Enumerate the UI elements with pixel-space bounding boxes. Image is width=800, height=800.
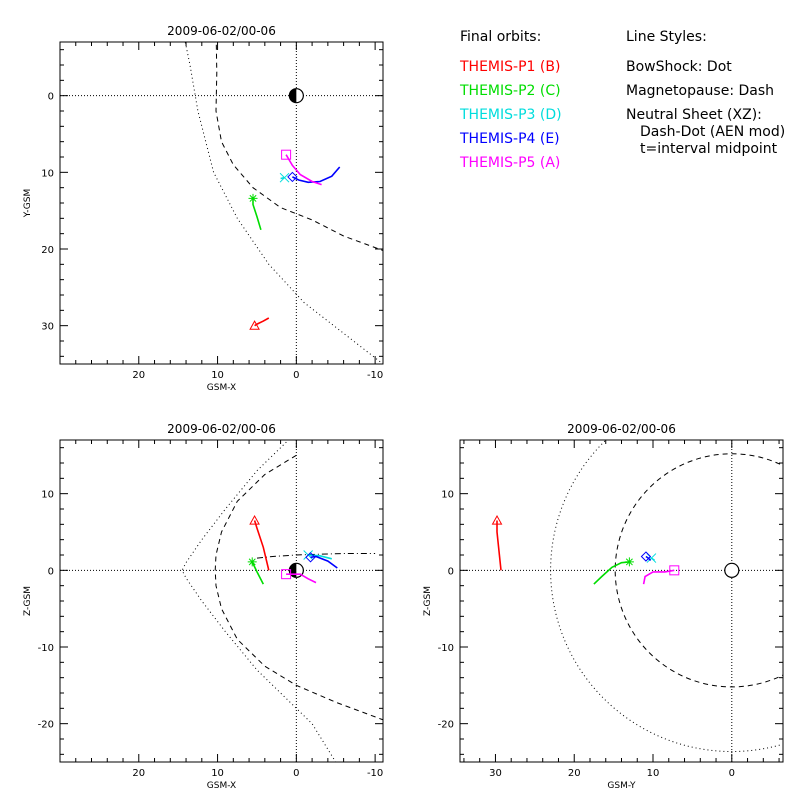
- xy-orbits: [248, 149, 341, 330]
- yz-ticks: [460, 440, 783, 762]
- xy-boundaries: [184, 42, 383, 364]
- yz-ytick-label: 0: [448, 566, 454, 577]
- xy-title: 2009-06-02/00-06: [167, 24, 276, 38]
- xz-orbits: [247, 514, 338, 585]
- yz-earth-icon: [724, 562, 740, 578]
- yz-orbit-p5-marker: [669, 565, 680, 576]
- xz-boundary-magnetopause: [214, 454, 383, 721]
- xy-xtick-label: 10: [211, 370, 224, 381]
- xz-xtick-label: 10: [211, 768, 224, 779]
- xz-orbit-p3: [308, 554, 332, 560]
- xy-ytick-label: 10: [41, 168, 54, 179]
- xy-xtick-label: -10: [367, 370, 383, 381]
- yz-frame: [459, 439, 784, 763]
- yz-xtick-label: 0: [729, 768, 735, 779]
- yz-ylabel: Z-GSM: [423, 586, 433, 616]
- xz-boundaries: [181, 440, 383, 762]
- xz-ylabel: Z-GSM: [23, 586, 33, 616]
- xz-orbit-p2-marker: [247, 557, 257, 567]
- xy-boundary-magnetopause: [215, 42, 383, 251]
- yz-title: 2009-06-02/00-06: [567, 422, 676, 436]
- xz-ytick-label: -20: [38, 720, 54, 731]
- yz-xtick-label: 30: [489, 768, 502, 779]
- xz-xtick-label: 20: [132, 768, 145, 779]
- xy-xtick-label: 20: [132, 370, 145, 381]
- xz-xtick-label: -10: [367, 768, 383, 779]
- xy-ytick-label: 30: [41, 322, 54, 333]
- xz-orbit-p1-marker: [249, 514, 260, 525]
- xy-ytick-label: 20: [41, 245, 54, 256]
- xy-earth-night-side: [289, 88, 297, 103]
- xz-orbit-p5-marker: [281, 569, 292, 580]
- xz-orbit-p5: [286, 573, 317, 584]
- legend-orbit-p3: THEMIS-P3 (D): [459, 107, 562, 123]
- legend-style-dash-dot: Dash-Dot (AEN mod): [640, 124, 785, 140]
- xy-orbit-p4-marker: [287, 171, 298, 183]
- yz-ytick-label: -20: [438, 720, 454, 731]
- yz-boundary-bowshock: [550, 440, 783, 752]
- legend-orbit-p5: THEMIS-P5 (A): [459, 155, 560, 171]
- legend-style-magnetopause: Magnetopause: Dash: [626, 83, 774, 99]
- yz-boundary-magnetopause: [614, 453, 783, 688]
- xz-xtick-label: 0: [293, 768, 299, 779]
- yz-ytick-label: 10: [441, 490, 454, 501]
- legend-style-neutral-sheet: Neutral Sheet (XZ):: [626, 107, 762, 123]
- legend-styles-heading: Line Styles:: [626, 29, 707, 45]
- yz-xlabel: GSM-Y: [607, 781, 636, 791]
- xz-orbit-p4-marker: [305, 552, 316, 563]
- xz-title: 2009-06-02/00-06: [167, 422, 276, 436]
- xy-orbit-p5: [285, 154, 322, 186]
- panel-xz-plot: 20 10 0 -10 10 0 -10 -20 2009-06-02/00-06 GSM-X Z-…: [23, 422, 384, 791]
- xy-orbit-p5-marker: [281, 149, 292, 160]
- yz-orbit-p4-marker: [640, 551, 652, 562]
- panel-xy-plot: 20 10 0 -10 0 10 20 30 2009-06-02/00-06 GSM-X Y-GS…: [23, 24, 384, 393]
- xy-boundary-bowshock: [184, 42, 383, 364]
- legend-style-midpoint: t=interval midpoint: [640, 141, 778, 157]
- xy-xlabel: GSM-X: [207, 383, 236, 393]
- xy-orbit-p1-marker: [249, 320, 260, 330]
- yz-orbit-p1: [496, 520, 502, 571]
- xy-ytick-label: 0: [48, 92, 54, 103]
- xy-frame: [59, 41, 384, 365]
- xz-ytick-label: -10: [38, 643, 54, 654]
- yz-orbit-p1-marker: [491, 514, 503, 525]
- legend: Final orbits: THEMIS-P1 (B) THEMIS-P2 (C…: [459, 29, 785, 171]
- xy-xtick-label: 0: [293, 370, 299, 381]
- xz-boundary-neutral-sheet: [256, 553, 376, 559]
- xz-orbit-p2: [251, 561, 265, 585]
- legend-orbit-p2: THEMIS-P2 (C): [459, 83, 561, 99]
- legend-orbit-p1: THEMIS-P1 (B): [459, 59, 560, 75]
- legend-style-bowshock: BowShock: Dot: [626, 59, 732, 75]
- xz-ytick-label: 10: [41, 490, 54, 501]
- yz-orbits: [491, 514, 680, 585]
- legend-orbit-p4: THEMIS-P4 (E): [459, 131, 560, 147]
- legend-orbits-heading: Final orbits:: [460, 29, 541, 45]
- yz-orbit-p2: [593, 561, 630, 585]
- yz-xtick-label: 10: [647, 768, 660, 779]
- xz-frame: [59, 439, 384, 763]
- yz-orbit-p2-marker: [624, 557, 634, 567]
- yz-xtick-label: 20: [568, 768, 581, 779]
- xy-orbit-p1: [254, 317, 270, 327]
- yz-ytick-label: -10: [438, 643, 454, 654]
- xy-orbit-p3-marker: [279, 172, 290, 183]
- panel-yz-plot: 30 20 10 0 10 0 -10 -20 2009-06-02/00-06 GSM-Y Z-G…: [423, 422, 784, 791]
- yz-boundaries: [550, 440, 783, 752]
- xz-orbit-p4: [310, 555, 338, 569]
- xz-ytick-label: 0: [48, 566, 54, 577]
- yz-orbit-p5: [642, 569, 675, 585]
- xy-ylabel: Y-GSM: [23, 189, 33, 218]
- xy-orbit-p2-marker: [248, 193, 258, 203]
- xz-xlabel: GSM-X: [207, 781, 236, 791]
